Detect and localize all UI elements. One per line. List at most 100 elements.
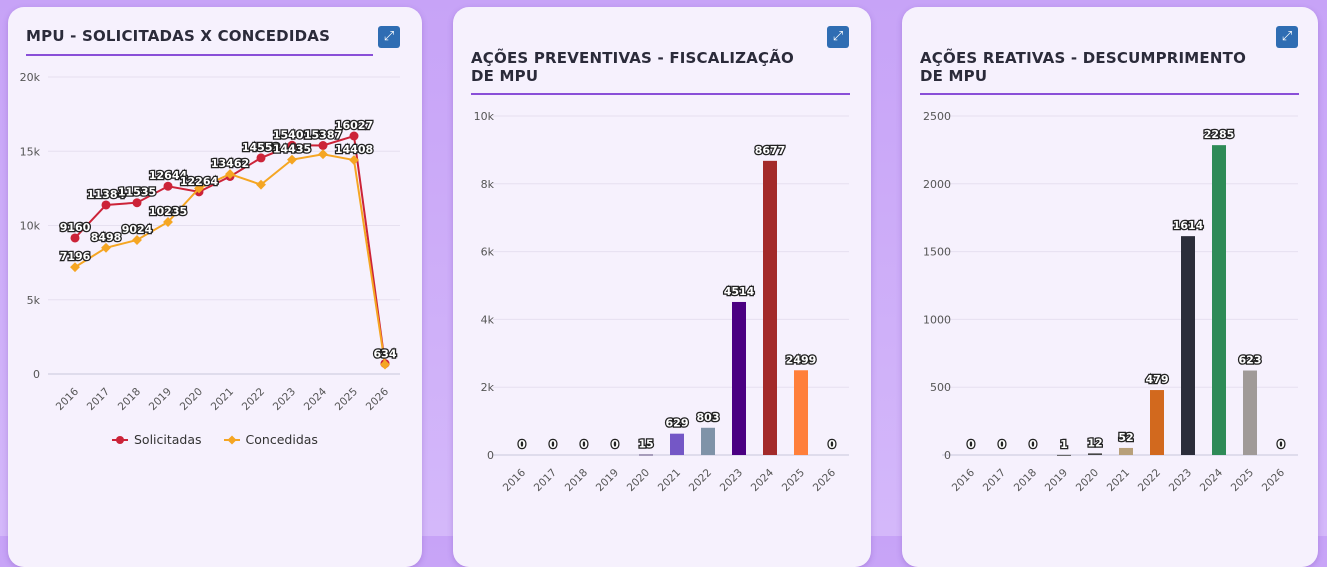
card-acoes-preventivas: AÇÕES PREVENTIVAS - FISCALIZAÇÃO DE MPU … xyxy=(453,7,871,567)
data-label: 1 xyxy=(1060,438,1068,451)
bar-2025 xyxy=(1243,370,1257,455)
data-point xyxy=(287,154,297,165)
x-tick-label: 2023 xyxy=(718,467,745,494)
expand-icon[interactable]: ⤢ xyxy=(1276,26,1298,48)
x-tick-label: 2026 xyxy=(811,466,839,494)
legend-item-concedidas[interactable]: Concedidas xyxy=(223,432,318,447)
bar-2024 xyxy=(763,160,777,455)
x-tick-label: 2018 xyxy=(116,386,143,413)
bar-2023 xyxy=(1181,236,1195,455)
data-label: 15401 xyxy=(273,128,311,141)
data-label: 0 xyxy=(611,438,619,451)
data-label: 9024 xyxy=(122,223,153,236)
data-label: 12644 xyxy=(149,169,188,182)
data-label: 4514 xyxy=(724,285,755,298)
x-tick-label: 2017 xyxy=(981,467,1008,494)
card-mpu-solicitadas-concedidas: MPU - SOLICITADAS X CONCEDIDAS ⤢ 0 5k 10k 1… xyxy=(8,7,422,567)
y-tick-label: 1500 xyxy=(923,246,951,259)
data-point xyxy=(70,262,80,273)
data-label: 14552 xyxy=(242,141,280,154)
bar-2024 xyxy=(1212,145,1226,456)
data-label: 8498 xyxy=(91,231,122,244)
data-point xyxy=(349,155,359,165)
bar-2023 xyxy=(732,301,746,455)
x-tick-label: 2016 xyxy=(501,466,529,494)
bar-2022 xyxy=(1150,390,1164,455)
x-tick-label: 2023 xyxy=(271,386,298,413)
data-label: 803 xyxy=(697,411,720,424)
data-label: 0 xyxy=(518,438,526,451)
title-divider xyxy=(26,54,373,56)
data-point xyxy=(318,149,328,160)
card-acoes-reativas: AÇÕES REATIVAS - DESCUMPRIMENTO DE MPU ⤢… xyxy=(902,7,1318,567)
x-tick-label: 2020 xyxy=(625,467,652,494)
bar-2022 xyxy=(701,427,715,455)
x-tick-label: 2024 xyxy=(1198,466,1226,494)
chart-title: AÇÕES PREVENTIVAS - FISCALIZAÇÃO DE MPU xyxy=(471,49,794,85)
data-label: 14435 xyxy=(273,143,311,156)
x-tick-label: 2020 xyxy=(1074,467,1101,494)
x-tick-label: 2022 xyxy=(240,386,267,413)
data-label: 15387 xyxy=(304,129,342,142)
x-tick-label: 2017 xyxy=(532,467,559,494)
data-point xyxy=(101,200,111,210)
data-point xyxy=(225,169,235,180)
x-tick-label: 2025 xyxy=(1229,467,1256,494)
x-tick-label: 2024 xyxy=(749,466,777,494)
y-tick-label: 6k xyxy=(481,246,495,259)
data-label: 0 xyxy=(828,438,836,451)
x-tick-label: 2020 xyxy=(178,386,205,413)
data-label: 11535 xyxy=(118,186,156,199)
x-tick-label: 2025 xyxy=(780,467,807,494)
y-tick-label: 500 xyxy=(930,381,951,394)
title-divider xyxy=(471,93,850,95)
data-point xyxy=(256,179,266,190)
y-tick-label: 8k xyxy=(481,178,495,191)
y-tick-label: 2k xyxy=(481,381,495,394)
data-label: 479 xyxy=(1146,373,1169,386)
data-point xyxy=(163,217,173,227)
y-tick-label: 10k xyxy=(474,110,495,123)
x-tick-label: 2016 xyxy=(54,385,82,413)
x-tick-label: 2016 xyxy=(950,466,978,494)
x-tick-label: 2021 xyxy=(1105,467,1132,494)
data-label: 0 xyxy=(549,438,557,451)
data-label: 7196 xyxy=(60,250,91,263)
data-point xyxy=(70,233,80,243)
data-point xyxy=(132,235,142,245)
data-label: 8677 xyxy=(755,144,786,157)
y-tick-label: 0 xyxy=(944,449,951,462)
data-label: 11384 xyxy=(87,188,126,201)
y-tick-label: 1000 xyxy=(923,313,951,326)
line-chart: 0 5k 10k 15k 20k 2016 2017 2018 2019 2020 2021 2022… xyxy=(20,71,400,413)
x-tick-label: 2017 xyxy=(85,386,112,413)
legend-label: Concedidas xyxy=(245,432,318,447)
data-label: 634 xyxy=(374,348,397,361)
y-tick-label: 0 xyxy=(487,449,494,462)
data-label: 16027 xyxy=(335,119,373,132)
data-label: 13462 xyxy=(211,157,249,170)
y-tick-label: 5k xyxy=(27,294,41,307)
data-label: 15 xyxy=(638,437,653,450)
legend: Solicitadas Concedidas xyxy=(112,432,318,447)
x-tick-label: 2018 xyxy=(1012,467,1039,494)
bar-2020 xyxy=(639,454,653,456)
bar-2019 xyxy=(1057,454,1071,456)
data-label: 0 xyxy=(967,438,975,451)
expand-icon[interactable]: ⤢ xyxy=(827,26,849,48)
data-label: 2285 xyxy=(1204,128,1235,141)
bar-2025 xyxy=(794,370,808,455)
x-tick-label: 2026 xyxy=(1260,466,1288,494)
x-tick-label: 2021 xyxy=(656,467,683,494)
y-tick-label: 2500 xyxy=(923,110,951,123)
y-tick-label: 10k xyxy=(20,220,41,233)
data-label: 52 xyxy=(1118,431,1133,444)
data-point xyxy=(287,140,297,150)
expand-icon[interactable]: ⤢ xyxy=(378,26,400,48)
y-tick-label: 4k xyxy=(481,313,495,326)
y-tick-label: 0 xyxy=(33,368,40,381)
legend-item-solicitadas[interactable]: Solicitadas xyxy=(112,432,202,447)
data-label: 12264 xyxy=(180,175,219,188)
data-point xyxy=(132,198,142,208)
